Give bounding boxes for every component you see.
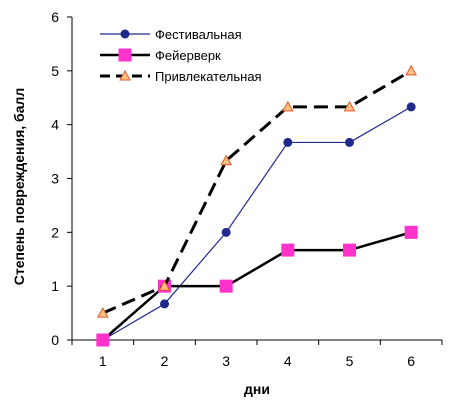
y-tick-label: 2 <box>51 224 59 240</box>
series-line <box>102 231 412 341</box>
data-point <box>96 307 109 318</box>
series-line <box>102 69 412 315</box>
legend-label: Привлекательная <box>155 69 262 84</box>
axes: 0 1 2 3 4 5 6 1 2 3 4 5 6 <box>51 9 443 369</box>
legend-label: Фестивальная <box>155 27 242 42</box>
data-point <box>405 64 418 76</box>
legend-marker <box>120 29 130 39</box>
series-2 <box>96 225 418 347</box>
y-tick-label: 0 <box>51 332 59 348</box>
data-point <box>281 243 295 257</box>
x-tick-label: 3 <box>222 353 230 369</box>
x-axis-title: дни <box>244 381 270 397</box>
data-point <box>343 243 356 257</box>
y-tick-label: 1 <box>51 278 59 294</box>
data-point <box>219 279 233 293</box>
legend: Фестивальная Фейерверк Привлекательная <box>100 27 262 84</box>
y-tick-label: 6 <box>51 9 59 25</box>
legend-marker <box>118 48 132 62</box>
y-tick-label: 5 <box>51 63 59 79</box>
data-point <box>158 280 171 291</box>
data-point <box>343 100 356 112</box>
series-layer <box>96 64 418 347</box>
x-tick-label: 4 <box>284 353 292 369</box>
data-point <box>221 227 231 237</box>
x-tick-label: 1 <box>99 353 107 369</box>
y-tick-label: 3 <box>51 171 59 187</box>
series-1 <box>98 102 416 345</box>
data-point <box>160 299 169 309</box>
y-axis-title: Степень повреждения, балл <box>11 88 27 286</box>
x-tick-label: 6 <box>407 353 415 369</box>
y-tick-label: 4 <box>51 117 59 133</box>
data-point <box>404 225 418 239</box>
series-line <box>102 106 412 341</box>
data-point <box>220 154 233 166</box>
data-point <box>283 137 293 147</box>
x-tick-label: 5 <box>346 353 354 369</box>
legend-label: Фейерверк <box>155 48 221 63</box>
data-point <box>406 102 416 112</box>
legend-marker <box>119 69 131 81</box>
data-point <box>96 333 110 347</box>
series-3 <box>96 64 418 318</box>
data-point <box>281 100 294 112</box>
data-point <box>345 137 354 147</box>
x-tick-label: 2 <box>161 353 169 369</box>
